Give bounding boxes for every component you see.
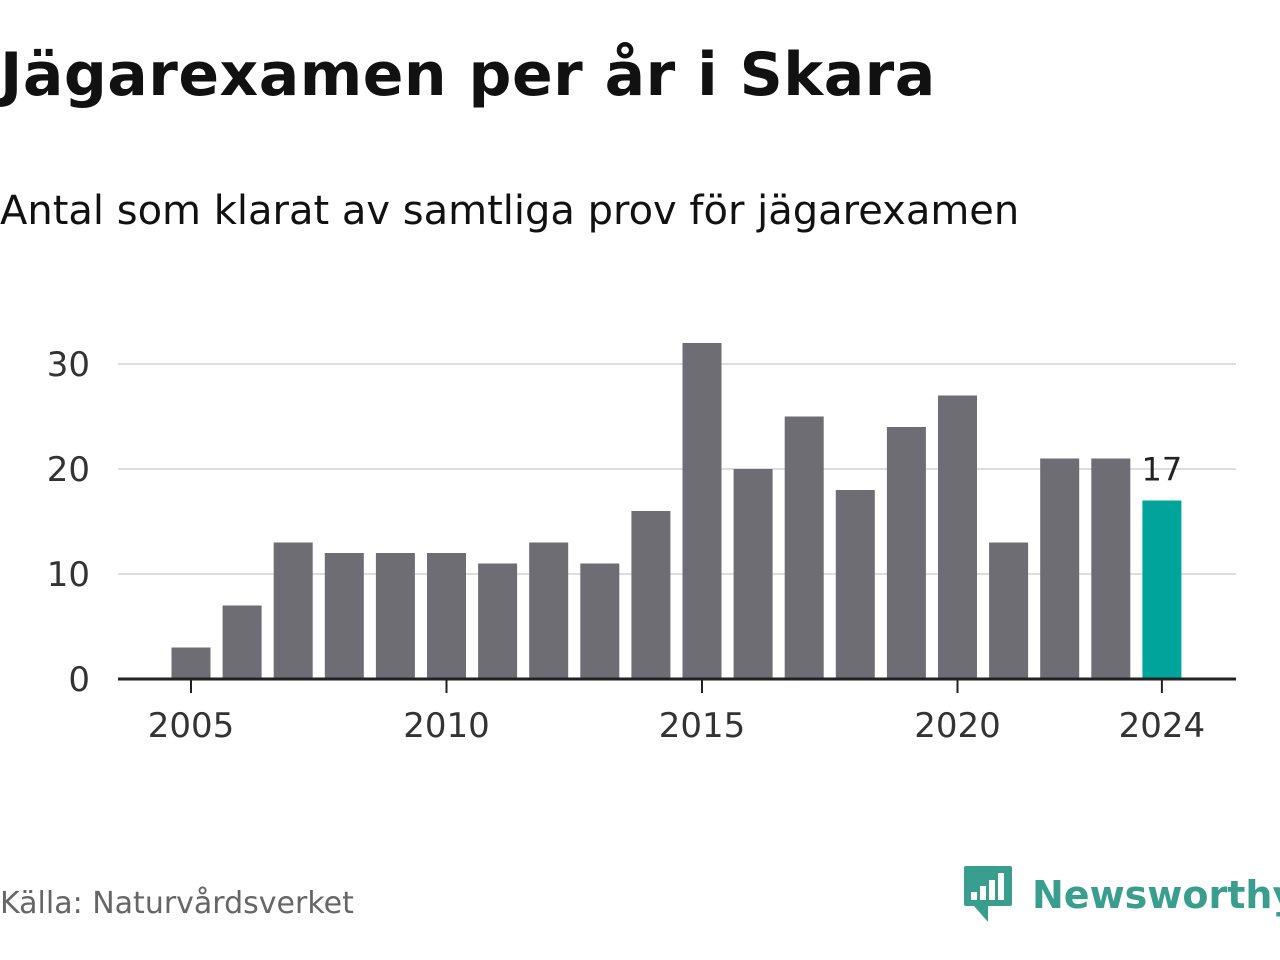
bar-2007 (273, 542, 313, 679)
chart-title: Jägarexamen per år i Skara (0, 40, 936, 110)
x-tick-label-2005: 2005 (148, 706, 235, 746)
bar-2005 (171, 647, 211, 679)
x-tick-label-2020: 2020 (914, 706, 1001, 746)
data-label-2024: 17 (1142, 451, 1183, 489)
y-tick-label-20: 20 (47, 450, 90, 490)
bar-2018 (835, 490, 875, 679)
x-tick-label-2015: 2015 (659, 706, 746, 746)
chart-subtitle: Antal som klarat av samtliga prov för jä… (0, 188, 1020, 234)
bar-2009 (375, 553, 415, 679)
bar-2010 (427, 553, 466, 679)
x-tick-label-2010: 2010 (403, 706, 490, 746)
bars (171, 343, 1182, 679)
bar-chart: 0 10 20 30 17 2005 2010 2015 2020 2024 (47, 343, 1236, 746)
bar-2019 (886, 427, 926, 679)
source-note: Källa: Naturvårdsverket (0, 886, 354, 921)
tick-labels: 0 10 20 30 17 2005 2010 2015 2020 2024 (47, 345, 1205, 746)
bar-2013 (580, 563, 620, 679)
newsworthy-logo-icon (964, 866, 1012, 922)
bar-2022 (1040, 458, 1080, 679)
bar-2016 (733, 469, 773, 679)
y-tick-label-30: 30 (47, 345, 90, 385)
bar-2006 (222, 605, 262, 679)
bar-2012 (529, 542, 569, 679)
bar-2014 (631, 511, 671, 679)
y-tick-label-10: 10 (47, 555, 90, 595)
bar-2015 (682, 343, 722, 679)
x-tick-label-2024: 2024 (1119, 706, 1206, 746)
bar-2024 (1142, 500, 1182, 679)
bar-2023 (1091, 458, 1131, 679)
bar-2021 (989, 542, 1029, 679)
bar-2011 (478, 563, 518, 679)
logo-text: Newsworthy (1032, 873, 1280, 917)
x-axis (118, 677, 1236, 693)
bar-2020 (938, 395, 977, 679)
y-tick-label-0: 0 (68, 660, 90, 700)
bar-2017 (784, 416, 824, 679)
newsworthy-logo: Newsworthy (962, 864, 1280, 926)
bar-2008 (324, 553, 364, 679)
